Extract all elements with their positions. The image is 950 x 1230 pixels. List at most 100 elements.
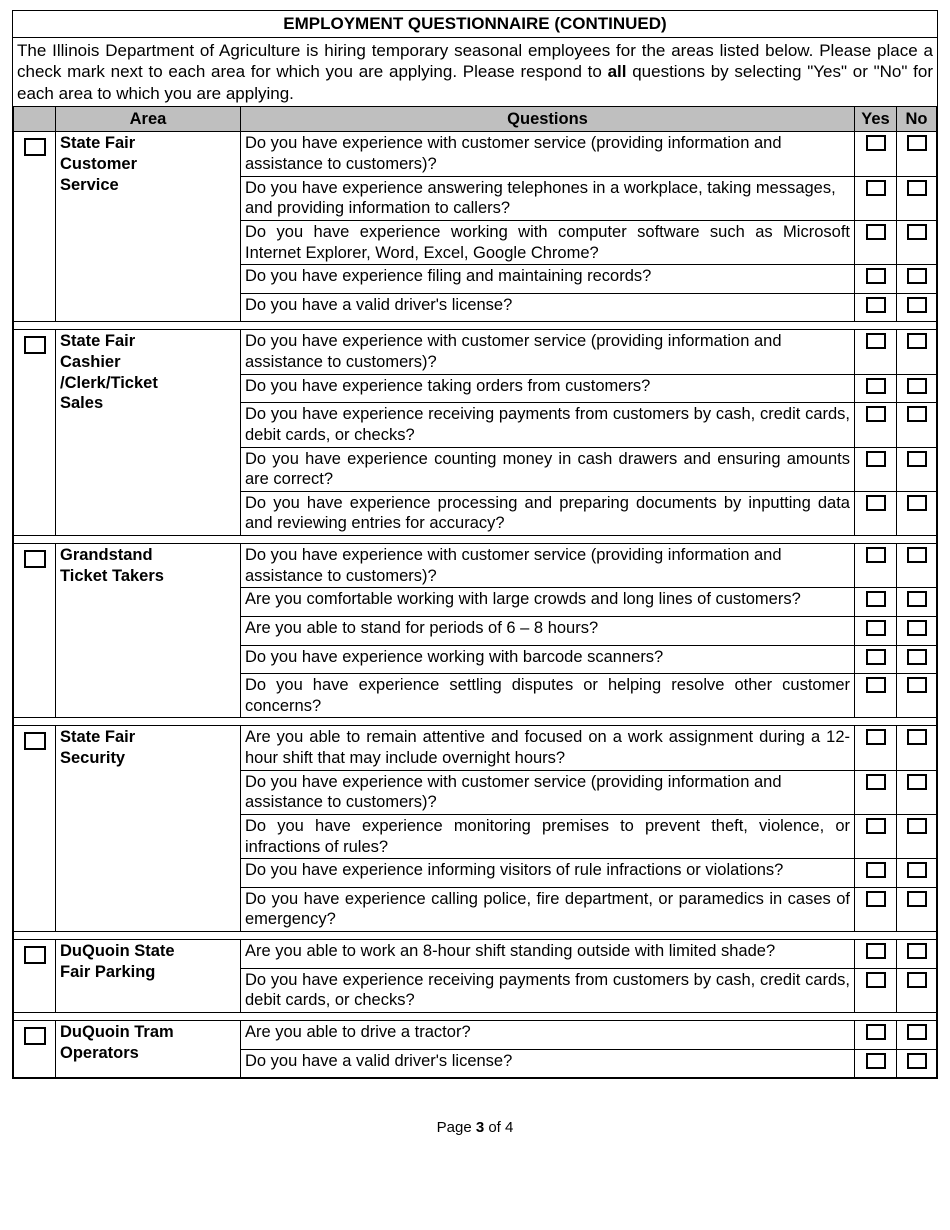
area-checkbox[interactable] — [24, 550, 46, 568]
yes-checkbox[interactable] — [866, 972, 886, 988]
question-text: Do you have experience with customer ser… — [241, 330, 855, 374]
area-checkbox[interactable] — [24, 138, 46, 156]
no-checkbox[interactable] — [907, 1024, 927, 1040]
yes-checkbox[interactable] — [866, 1053, 886, 1069]
no-checkbox[interactable] — [907, 180, 927, 196]
yes-checkbox[interactable] — [866, 297, 886, 313]
header-yes: Yes — [855, 106, 897, 132]
yes-checkbox[interactable] — [866, 943, 886, 959]
no-checkbox[interactable] — [907, 135, 927, 151]
no-checkbox[interactable] — [907, 224, 927, 240]
footer-num: 3 — [476, 1119, 484, 1136]
table-row: State Fair Security Are you able to rema… — [14, 726, 937, 770]
yes-checkbox[interactable] — [866, 268, 886, 284]
question-text: Are you able to remain attentive and foc… — [241, 726, 855, 770]
yes-checkbox[interactable] — [866, 774, 886, 790]
area-checkbox[interactable] — [24, 1027, 46, 1045]
no-checkbox[interactable] — [907, 378, 927, 394]
footer-post: of — [484, 1119, 505, 1136]
section-spacer — [14, 1012, 937, 1020]
yes-checkbox[interactable] — [866, 591, 886, 607]
question-text: Do you have experience monitoring premis… — [241, 814, 855, 858]
no-checkbox[interactable] — [907, 451, 927, 467]
no-checkbox[interactable] — [907, 891, 927, 907]
no-checkbox[interactable] — [907, 1053, 927, 1069]
yes-checkbox[interactable] — [866, 378, 886, 394]
yes-checkbox[interactable] — [866, 677, 886, 693]
yes-checkbox[interactable] — [866, 495, 886, 511]
yes-checkbox[interactable] — [866, 862, 886, 878]
intro-text: The Illinois Department of Agriculture i… — [13, 38, 937, 106]
area-checkbox[interactable] — [24, 336, 46, 354]
table-row: DuQuoin Tram Operators Are you able to d… — [14, 1020, 937, 1049]
table-header-row: Area Questions Yes No — [14, 106, 937, 132]
area-line: Sales — [60, 394, 103, 412]
area-line: State Fair — [60, 728, 135, 746]
question-text: Do you have experience processing and pr… — [241, 491, 855, 535]
question-text: Do you have experience counting money in… — [241, 447, 855, 491]
area-line: Grandstand — [60, 546, 153, 564]
yes-checkbox[interactable] — [866, 224, 886, 240]
no-checkbox[interactable] — [907, 649, 927, 665]
yes-checkbox[interactable] — [866, 547, 886, 563]
area-line: Operators — [60, 1044, 139, 1062]
question-text: Do you have experience answering telepho… — [241, 176, 855, 220]
no-checkbox[interactable] — [907, 591, 927, 607]
question-text: Do you have experience informing visitor… — [241, 859, 855, 888]
area-checkbox[interactable] — [24, 732, 46, 750]
area-check-cell — [14, 330, 56, 536]
question-text: Do you have experience working with comp… — [241, 220, 855, 264]
no-checkbox[interactable] — [907, 774, 927, 790]
area-line: Cashier — [60, 353, 121, 371]
no-checkbox[interactable] — [907, 547, 927, 563]
no-checkbox[interactable] — [907, 972, 927, 988]
yes-checkbox[interactable] — [866, 729, 886, 745]
header-questions: Questions — [241, 106, 855, 132]
no-checkbox[interactable] — [907, 297, 927, 313]
footer-pre: Page — [437, 1119, 476, 1136]
no-checkbox[interactable] — [907, 406, 927, 422]
no-checkbox[interactable] — [907, 495, 927, 511]
no-checkbox[interactable] — [907, 268, 927, 284]
question-text: Are you able to work an 8-hour shift sta… — [241, 940, 855, 969]
yes-checkbox[interactable] — [866, 451, 886, 467]
area-label: State Fair Security — [56, 726, 241, 932]
yes-checkbox[interactable] — [866, 333, 886, 349]
yes-checkbox[interactable] — [866, 135, 886, 151]
no-checkbox[interactable] — [907, 677, 927, 693]
yes-checkbox[interactable] — [866, 406, 886, 422]
yes-checkbox[interactable] — [866, 620, 886, 636]
no-checkbox[interactable] — [907, 943, 927, 959]
no-checkbox[interactable] — [907, 729, 927, 745]
area-line: /Clerk/Ticket — [60, 374, 158, 392]
question-text: Do you have experience settling disputes… — [241, 674, 855, 718]
area-line: DuQuoin Tram — [60, 1023, 174, 1041]
question-text: Do you have a valid driver's license? — [241, 1049, 855, 1078]
question-text: Do you have a valid driver's license? — [241, 293, 855, 322]
page-title: EMPLOYMENT QUESTIONNAIRE (CONTINUED) — [13, 11, 937, 38]
area-line: Customer — [60, 155, 137, 173]
yes-checkbox[interactable] — [866, 180, 886, 196]
table-row: State Fair Cashier /Clerk/Ticket Sales D… — [14, 330, 937, 374]
question-text: Do you have experience with customer ser… — [241, 544, 855, 588]
yes-checkbox[interactable] — [866, 1024, 886, 1040]
no-cell — [897, 132, 937, 176]
no-checkbox[interactable] — [907, 620, 927, 636]
area-line: Fair Parking — [60, 963, 155, 981]
no-checkbox[interactable] — [907, 862, 927, 878]
area-check-cell — [14, 132, 56, 322]
area-line: DuQuoin State — [60, 942, 175, 960]
table-row: Grandstand Ticket Takers Do you have exp… — [14, 544, 937, 588]
area-checkbox[interactable] — [24, 946, 46, 964]
area-label: DuQuoin Tram Operators — [56, 1020, 241, 1077]
table-row: DuQuoin State Fair Parking Are you able … — [14, 940, 937, 969]
page: EMPLOYMENT QUESTIONNAIRE (CONTINUED) The… — [0, 0, 950, 1146]
footer-total: 4 — [505, 1119, 513, 1136]
yes-checkbox[interactable] — [866, 891, 886, 907]
question-text: Do you have experience calling police, f… — [241, 887, 855, 931]
no-checkbox[interactable] — [907, 333, 927, 349]
yes-checkbox[interactable] — [866, 818, 886, 834]
yes-checkbox[interactable] — [866, 649, 886, 665]
no-checkbox[interactable] — [907, 818, 927, 834]
area-check-cell — [14, 1020, 56, 1077]
